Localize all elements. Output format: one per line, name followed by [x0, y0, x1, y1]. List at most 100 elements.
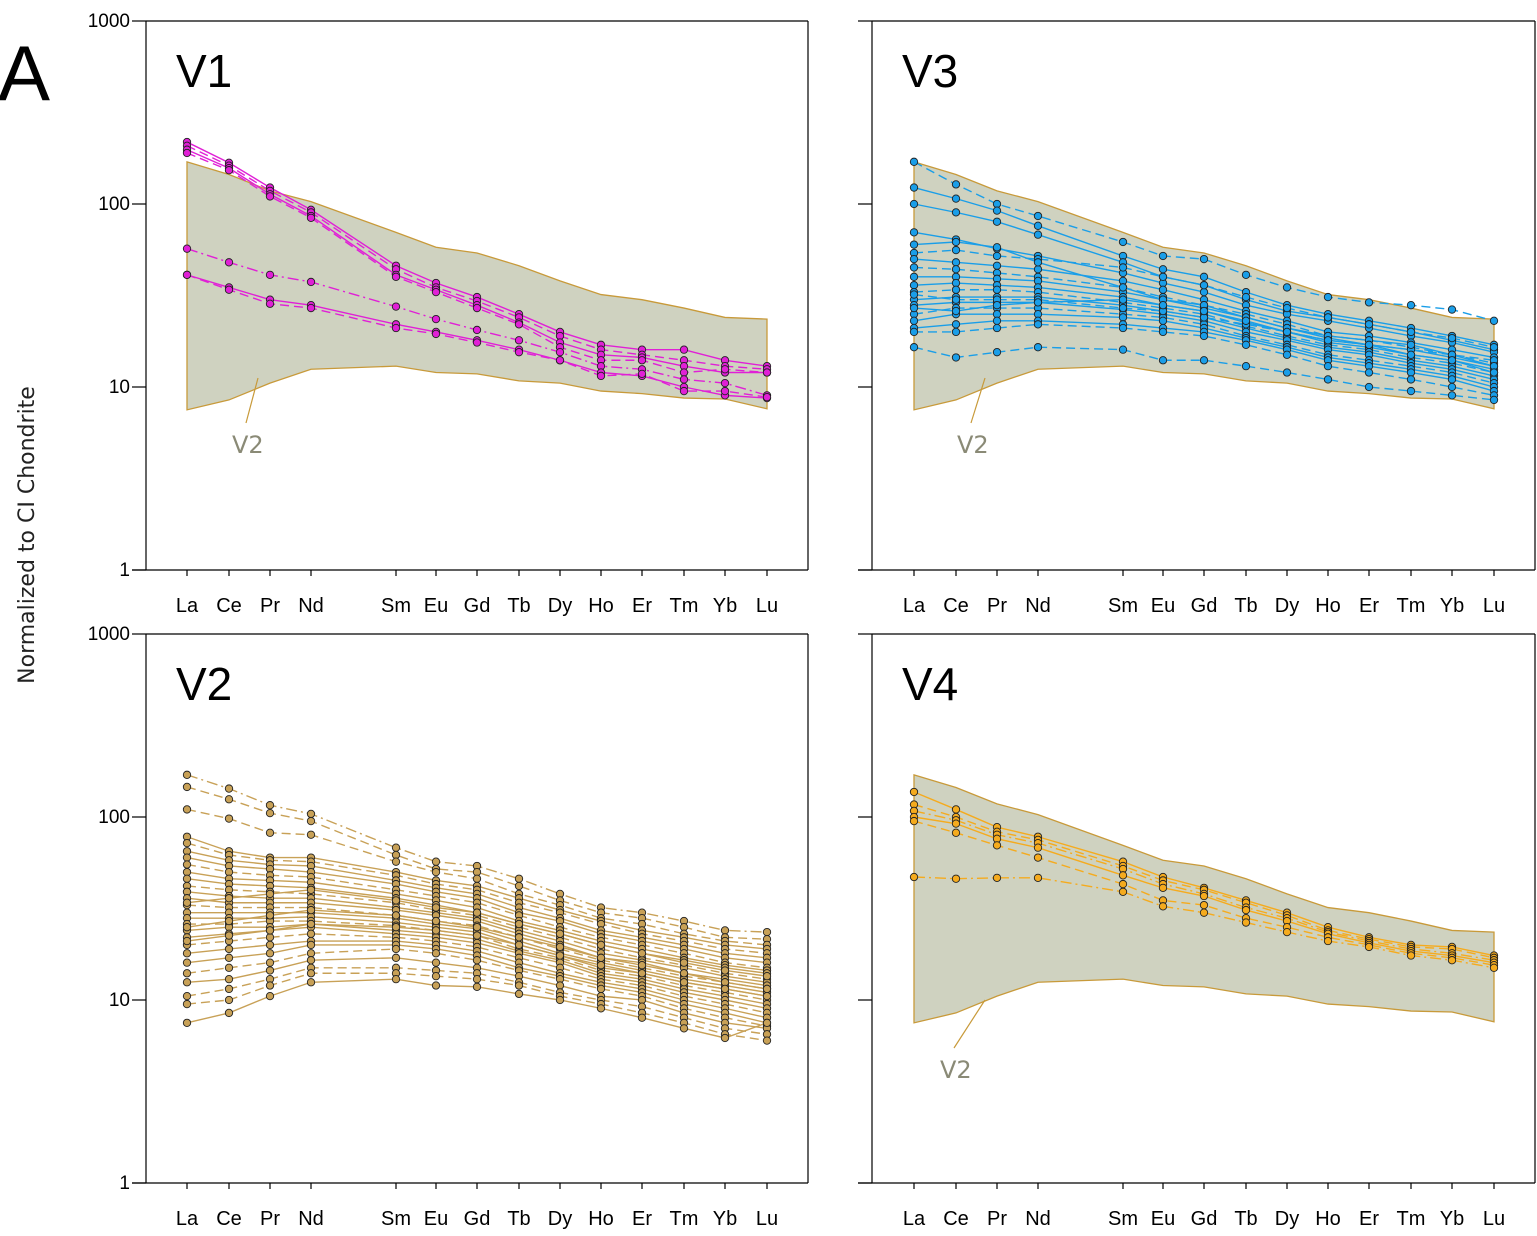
- data-point: [391, 323, 401, 333]
- data-point: [596, 940, 606, 950]
- data-point: [1241, 340, 1251, 349]
- data-point: [1033, 230, 1043, 239]
- data-point: [472, 931, 482, 940]
- v2-leader-line: [953, 999, 986, 1049]
- data-point: [1282, 350, 1292, 359]
- x-tick-label: Pr: [260, 1208, 280, 1230]
- series-line: [913, 301, 1495, 381]
- data-point: [224, 258, 234, 267]
- data-point: [182, 860, 192, 869]
- data-point: [951, 327, 961, 337]
- x-tick-label: Tb: [1234, 1208, 1257, 1230]
- y-tick-label: 1000: [88, 624, 130, 645]
- series-line: [186, 923, 768, 997]
- data-point: [431, 971, 441, 981]
- data-point: [472, 908, 482, 917]
- data-point: [720, 1033, 730, 1043]
- data-point: [472, 923, 482, 932]
- data-point: [391, 953, 401, 962]
- series-line: [186, 948, 768, 1027]
- data-point: [1158, 301, 1168, 310]
- data-point: [679, 368, 689, 377]
- data-point: [1282, 283, 1292, 292]
- v2-envelope-label: V2: [940, 1056, 972, 1084]
- data-point: [762, 984, 772, 994]
- data-point: [1158, 265, 1168, 274]
- data-point: [182, 244, 192, 253]
- data-point: [909, 183, 919, 192]
- data-point: [1489, 963, 1499, 972]
- series-line: [186, 923, 768, 1005]
- x-tick-label: La: [176, 1208, 199, 1230]
- x-tick-label: Ho: [588, 1208, 614, 1230]
- series-line: [186, 944, 768, 1024]
- data-point: [431, 949, 441, 958]
- data-point: [1033, 873, 1043, 883]
- data-point: [1447, 333, 1457, 343]
- x-tick-label: Yb: [713, 595, 737, 617]
- data-point: [992, 323, 1002, 333]
- data-point: [224, 795, 234, 804]
- data-point: [182, 978, 192, 987]
- series-line: [913, 298, 1495, 374]
- x-tick-label: Tb: [1234, 595, 1257, 617]
- data-point: [1199, 900, 1209, 910]
- data-point: [1406, 301, 1416, 310]
- data-point: [182, 270, 192, 280]
- data-point: [637, 961, 647, 970]
- x-tick-label: Gd: [1191, 595, 1218, 617]
- data-point: [762, 393, 772, 402]
- data-point: [1406, 340, 1416, 349]
- data-point: [637, 356, 647, 365]
- panel-title: V4: [902, 658, 958, 710]
- data-point: [1323, 292, 1333, 302]
- data-point: [1406, 368, 1416, 377]
- data-point: [637, 949, 647, 958]
- y-tick-label: 1000: [88, 11, 130, 32]
- data-point: [555, 995, 565, 1005]
- data-point: [679, 386, 689, 396]
- data-point: [1364, 320, 1374, 329]
- data-point: [909, 343, 919, 352]
- v2-leader-line: [245, 377, 259, 424]
- data-point: [182, 923, 192, 932]
- data-point: [555, 951, 565, 960]
- data-point: [951, 353, 961, 362]
- data-point: [992, 316, 1002, 325]
- data-point: [306, 905, 316, 915]
- data-point: [909, 263, 919, 272]
- x-tick-label: Pr: [987, 1208, 1007, 1230]
- data-point: [224, 974, 234, 984]
- data-point: [951, 245, 961, 255]
- y-tick-label: 1: [119, 560, 130, 581]
- series-line: [913, 803, 1495, 959]
- data-point: [224, 916, 234, 926]
- data-point: [1282, 327, 1292, 337]
- data-point: [1364, 340, 1374, 349]
- series-line: [913, 307, 1495, 384]
- series-line: [186, 774, 768, 933]
- series-line: [186, 274, 768, 398]
- series-line: [186, 972, 768, 1042]
- x-tick-label: Sm: [1108, 1208, 1138, 1230]
- x-tick-label: Gd: [464, 1208, 491, 1230]
- data-point: [224, 953, 234, 962]
- panel-v1: 1 10 100 1000 La Ce Pr Nd Sm Eu Gd Tb Dy Ho Er Tm Yb Lu V2…: [88, 11, 809, 617]
- data-point: [555, 981, 565, 990]
- data-point: [951, 874, 961, 883]
- data-point: [992, 251, 1002, 261]
- panel-v4: La Ce Pr Nd Sm Eu Gd Tb Dy Ho Er Tm Yb Lu V2 V4: [858, 633, 1536, 1230]
- data-point: [1118, 871, 1128, 880]
- series-line: [186, 957, 768, 1030]
- data-point: [431, 287, 441, 297]
- data-point: [1282, 303, 1292, 313]
- data-point: [1033, 343, 1043, 352]
- data-point: [224, 984, 234, 994]
- x-tick-label: La: [903, 1208, 926, 1230]
- series-line: [186, 856, 768, 964]
- data-point: [1489, 343, 1499, 352]
- data-point: [909, 281, 919, 290]
- x-tick-label: Er: [1359, 595, 1379, 617]
- data-point: [1158, 316, 1168, 325]
